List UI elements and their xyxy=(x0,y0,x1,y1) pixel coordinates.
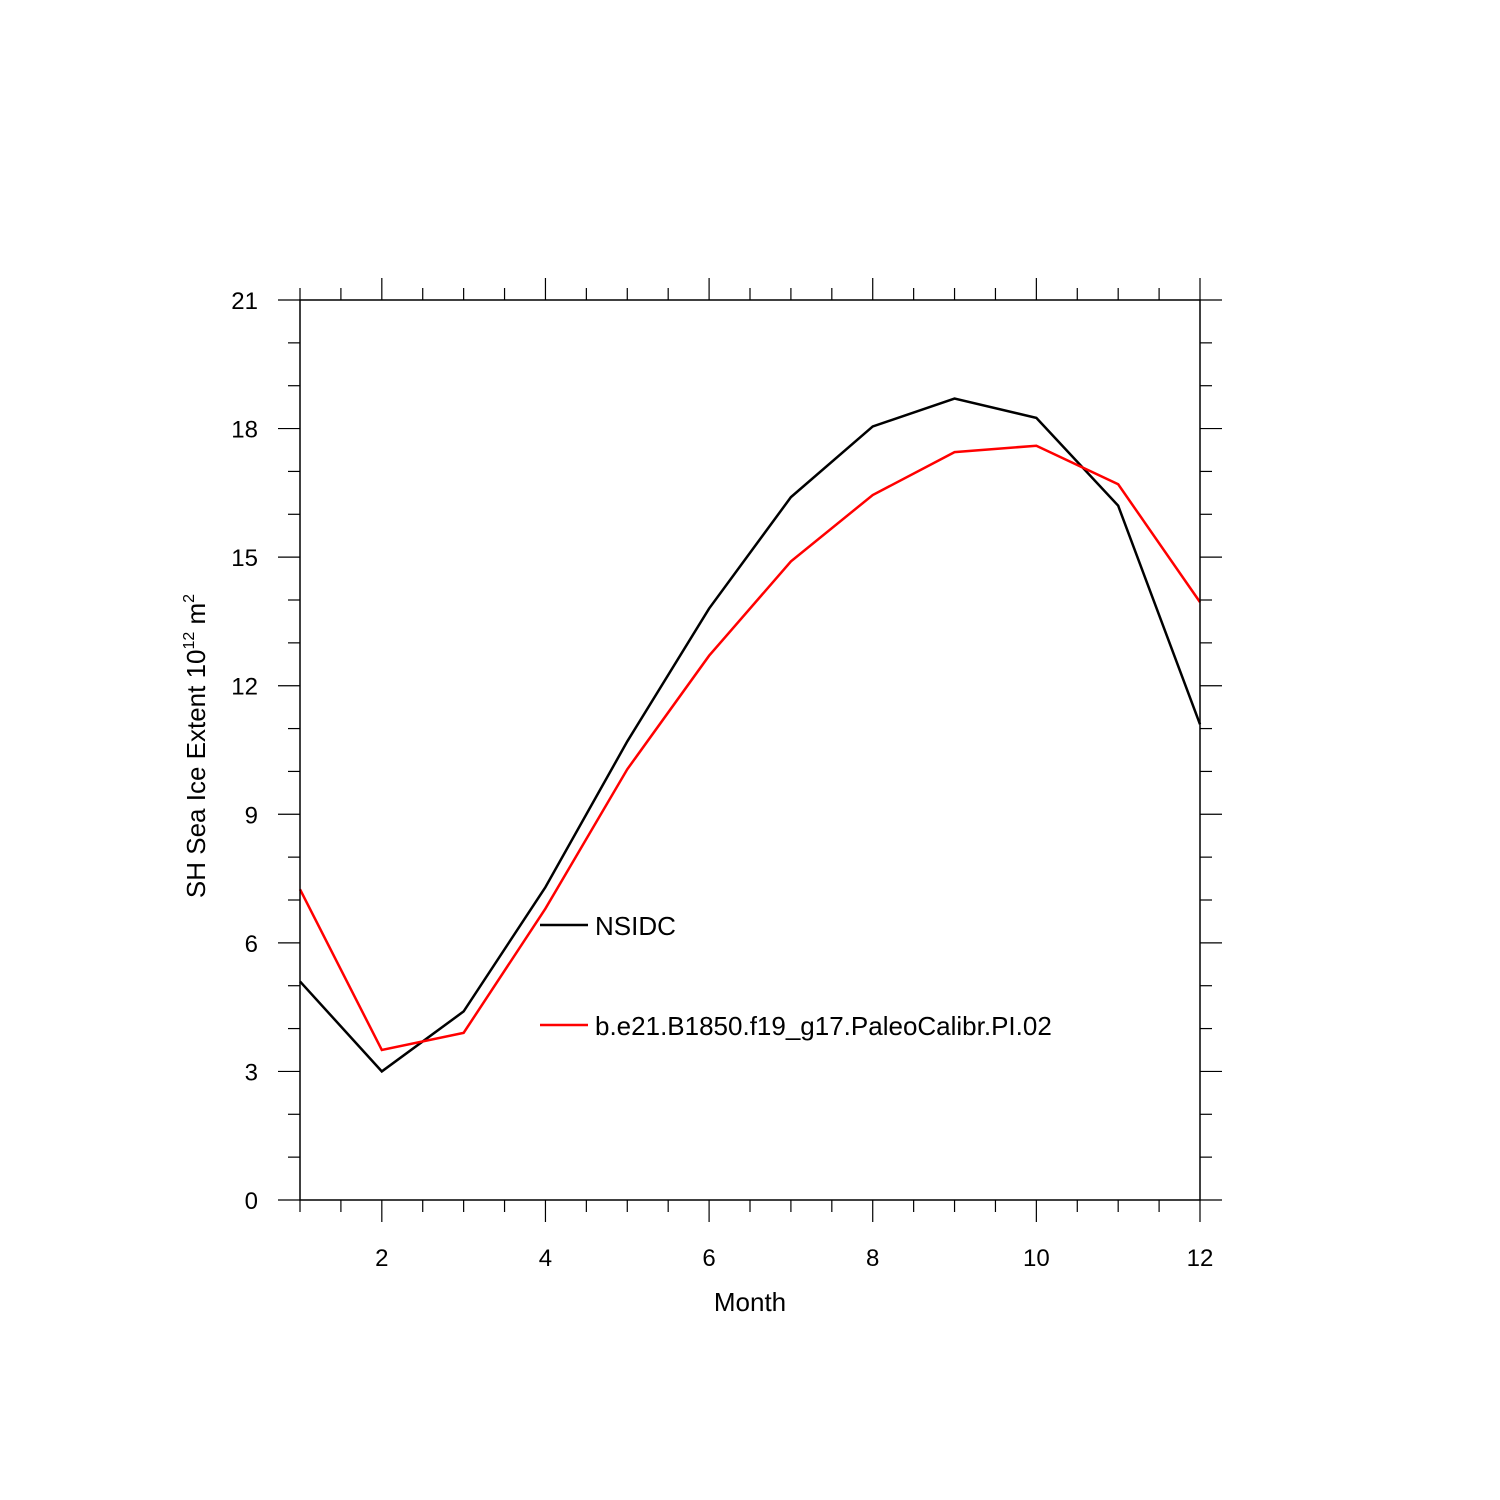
plot-frame xyxy=(299,299,1201,1201)
series-0-point xyxy=(1116,504,1120,508)
y-axis-label-text: SH Sea Ice Extent 10 xyxy=(181,650,211,899)
legend-label-model: b.e21.B1850.f19_g17.PaleoCalibr.PI.02 xyxy=(595,1011,1052,1041)
series-0-point xyxy=(462,1009,466,1013)
y-axis-label-exponent-2: 2 xyxy=(181,594,198,603)
y-tick-label: 6 xyxy=(245,931,258,958)
y-tick-label: 21 xyxy=(231,288,258,315)
x-axis-label: Month xyxy=(714,1287,786,1317)
legend-label-nsidc: NSIDC xyxy=(595,911,676,941)
series-0-point xyxy=(789,495,793,499)
x-tick-label: 8 xyxy=(866,1245,879,1272)
y-tick-label: 3 xyxy=(245,1059,258,1086)
series-0-point xyxy=(380,1069,384,1073)
series-1-point xyxy=(707,654,711,658)
series-0-point xyxy=(1034,416,1038,420)
series-0-point xyxy=(543,885,547,889)
y-tick-label: 15 xyxy=(231,545,258,572)
x-tick-label: 4 xyxy=(539,1245,552,1272)
y-axis-label: SH Sea Ice Extent 1012 m2 xyxy=(181,594,211,898)
tick-marks xyxy=(278,278,1222,1222)
tick-labels: 2 4 6 8 10 12 0 3 6 9 12 15 18 21 xyxy=(231,288,1213,1272)
x-tick-label: 10 xyxy=(1023,1245,1050,1272)
y-tick-label: 18 xyxy=(231,417,258,444)
legend: NSIDC b.e21.B1850.f19_g17.PaleoCalibr.PI… xyxy=(540,911,1052,1041)
y-axis-label-exponent-1: 12 xyxy=(181,632,198,650)
series-line-0 xyxy=(299,397,1202,1074)
series-0-point xyxy=(953,397,957,401)
series-1-point xyxy=(543,907,547,911)
y-axis-label-unit: m xyxy=(181,603,211,632)
series-1-point xyxy=(953,450,957,454)
y-tick-label: 9 xyxy=(245,802,258,829)
series-0-point xyxy=(871,424,875,428)
y-tick-label: 0 xyxy=(245,1188,258,1215)
series-0-point xyxy=(625,739,629,743)
series-1-point xyxy=(1034,444,1038,448)
series-1-point xyxy=(789,559,793,563)
series-0-point xyxy=(707,607,711,611)
x-tick-label: 2 xyxy=(375,1245,388,1272)
series-1-point xyxy=(1116,482,1120,486)
x-tick-label: 6 xyxy=(702,1245,715,1272)
series-1-point xyxy=(462,1031,466,1035)
series-1-point xyxy=(625,767,629,771)
series-1-point xyxy=(871,493,875,497)
y-tick-label: 12 xyxy=(231,674,258,701)
x-tick-label: 12 xyxy=(1187,1245,1214,1272)
series-lines xyxy=(298,397,1202,1074)
series-1-point xyxy=(380,1048,384,1052)
series-line-1 xyxy=(298,444,1202,1052)
